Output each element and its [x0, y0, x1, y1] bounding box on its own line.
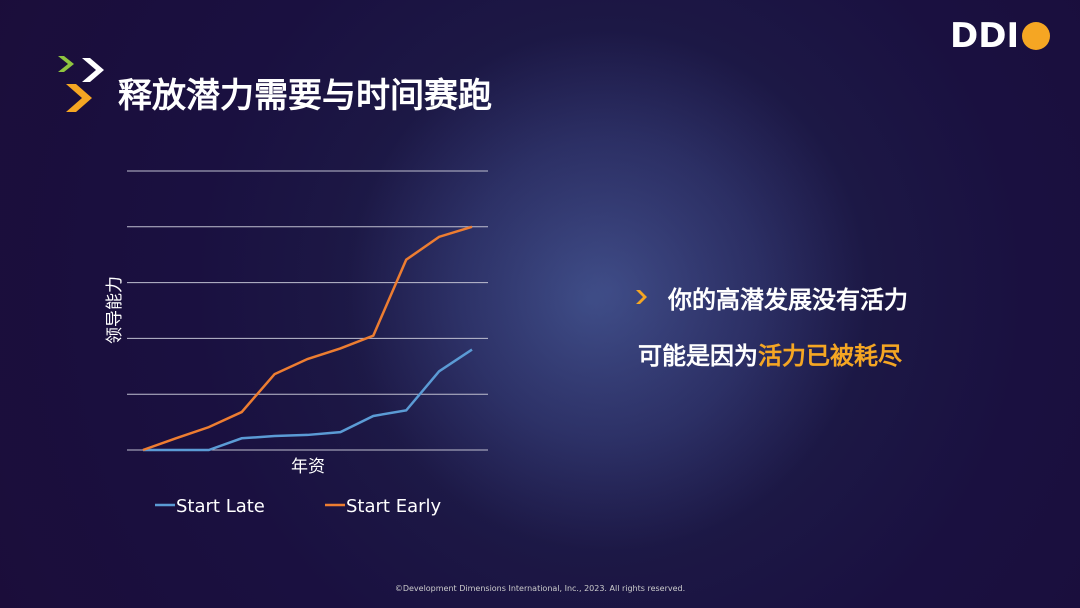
chevron [66, 84, 92, 112]
logo: DDI [950, 16, 1020, 56]
line2: 可能是因为活力已被耗尽 [638, 336, 902, 371]
globe-glow [320, 30, 860, 570]
footer: ©Development Dimensions International, I… [394, 584, 686, 593]
line2-highlight: 活力已被耗尽 [758, 342, 902, 370]
chevron [58, 56, 74, 72]
legend-label: Start Late [176, 496, 265, 517]
logo-globe [1022, 22, 1050, 50]
series-line [142, 225, 473, 452]
bullet-arrow [636, 290, 647, 304]
bullet-text: 你的高潜发展没有活力 [668, 286, 908, 314]
title: 释放潜力需要与时间赛跑 [118, 76, 492, 116]
legend-label: Start Early [346, 496, 441, 517]
series-line [143, 348, 473, 452]
chevron [82, 58, 104, 82]
y-axis-label: 领导能力 [105, 276, 125, 344]
line2-plain: 可能是因为 [638, 342, 758, 370]
x-axis-label: 年资 [291, 457, 325, 477]
